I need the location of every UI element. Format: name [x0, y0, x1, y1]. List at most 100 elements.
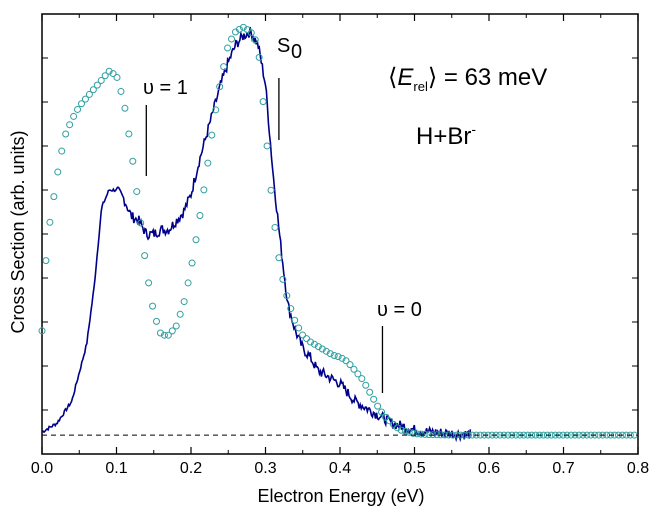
- data-point: [318, 345, 326, 353]
- data-point: [267, 186, 275, 194]
- data-point: [192, 236, 200, 244]
- data-point: [105, 67, 113, 75]
- data-point: [160, 331, 168, 339]
- data-point: [283, 292, 291, 300]
- data-point: [168, 327, 176, 335]
- data-point: [42, 257, 50, 265]
- data-point: [97, 76, 105, 84]
- data-point: [235, 25, 243, 33]
- data-point: [303, 335, 311, 343]
- data-point: [200, 186, 208, 194]
- plot-frame: [41, 13, 639, 455]
- data-point: [113, 73, 121, 81]
- data-point: [366, 388, 374, 396]
- series-line: [41, 26, 472, 443]
- data-point: [153, 317, 161, 325]
- data-point: [251, 36, 259, 44]
- data-point: [70, 112, 78, 120]
- data-point: [571, 431, 579, 439]
- data-point: [58, 147, 66, 155]
- data-point: [358, 375, 366, 383]
- data-point: [145, 279, 153, 287]
- data-point: [133, 188, 141, 196]
- data-point: [224, 44, 232, 52]
- data-point: [149, 302, 157, 310]
- data-point: [176, 310, 184, 318]
- data-point: [409, 429, 417, 437]
- data-point: [385, 417, 393, 425]
- data-point: [247, 29, 255, 37]
- data-point: [310, 340, 318, 348]
- data-point: [164, 331, 172, 339]
- data-point: [220, 63, 228, 71]
- s0-label: S: [277, 35, 290, 57]
- data-point: [81, 95, 89, 103]
- data-point: [330, 351, 338, 359]
- data-point: [137, 219, 145, 227]
- data-point: [370, 395, 378, 403]
- data-point: [50, 193, 58, 201]
- erel-label: ⟨Erel⟩ = 63 meV: [388, 64, 547, 94]
- data-point: [46, 218, 54, 226]
- data-point: [109, 70, 117, 78]
- data-point: [196, 212, 204, 220]
- data-point: [275, 254, 283, 262]
- line-series: [41, 26, 472, 443]
- data-point: [38, 327, 46, 335]
- data-point: [378, 408, 386, 416]
- data-point: [417, 430, 425, 438]
- data-point: [204, 159, 212, 167]
- data-point: [255, 53, 263, 61]
- data-point: [239, 23, 247, 31]
- data-point: [172, 322, 180, 330]
- data-point: [295, 324, 303, 332]
- data-point: [397, 426, 405, 434]
- data-point: [291, 316, 299, 324]
- x-tick-label: 0.0: [31, 460, 53, 477]
- data-point: [208, 131, 216, 139]
- data-point: [93, 81, 101, 89]
- data-point: [599, 431, 607, 439]
- data-point: [89, 86, 97, 94]
- x-tick-label: 0.5: [403, 460, 425, 477]
- data-point: [536, 431, 544, 439]
- data-point: [401, 427, 409, 435]
- data-point: [228, 35, 236, 43]
- data-point: [354, 370, 362, 378]
- data-point: [362, 381, 370, 389]
- y-axis-title: Cross Section (arb. units): [8, 130, 28, 333]
- x-tick-label: 0.6: [478, 460, 500, 477]
- data-point: [314, 343, 322, 351]
- data-point: [413, 430, 421, 438]
- x-tick-label: 0.8: [627, 460, 649, 477]
- data-point: [74, 105, 82, 113]
- data-point: [259, 98, 267, 106]
- v1-label: υ = 1: [143, 77, 188, 99]
- s0-subscript: 0: [291, 41, 302, 63]
- data-point: [350, 365, 358, 373]
- reaction-label: H+Br-: [416, 121, 476, 150]
- data-point: [382, 413, 390, 421]
- x-tick-label: 0.3: [254, 460, 276, 477]
- x-tick-label: 0.7: [552, 460, 574, 477]
- data-point: [472, 431, 480, 439]
- x-tick-label: 0.2: [180, 460, 202, 477]
- data-point: [287, 305, 295, 313]
- data-point: [85, 90, 93, 98]
- x-axis-title: Electron Energy (eV): [257, 486, 424, 506]
- data-point: [184, 279, 192, 287]
- data-point: [180, 298, 188, 306]
- data-point: [141, 252, 149, 260]
- data-point: [405, 428, 413, 436]
- data-point: [346, 361, 354, 369]
- data-point: [374, 402, 382, 410]
- x-tick-label: 0.4: [329, 460, 351, 477]
- data-point: [437, 431, 445, 439]
- data-point: [271, 223, 279, 231]
- data-point: [307, 338, 314, 346]
- circle-series: [38, 23, 638, 439]
- data-point: [62, 130, 70, 138]
- data-point: [117, 87, 125, 95]
- data-point: [121, 104, 129, 112]
